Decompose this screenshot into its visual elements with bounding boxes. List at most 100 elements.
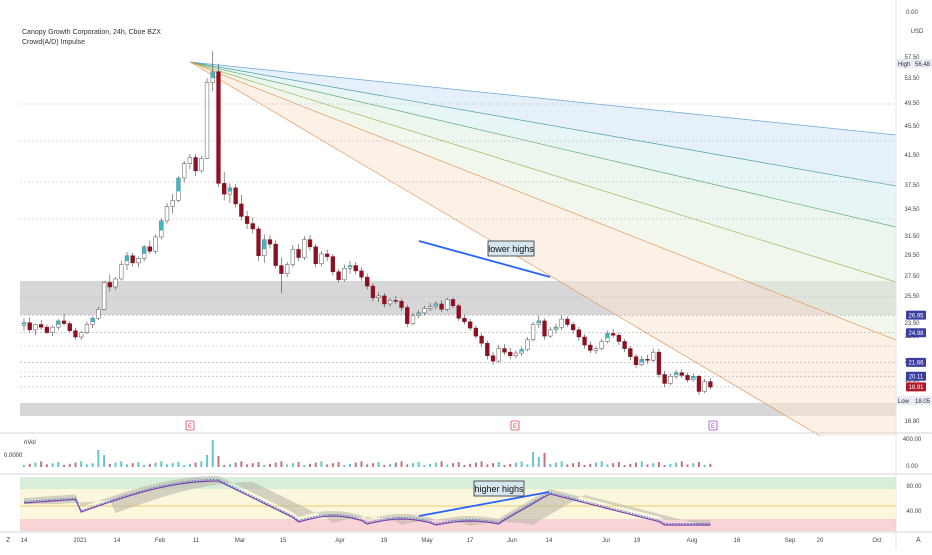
volume-bar: [337, 462, 340, 467]
svg-text:20.11: 20.11: [909, 374, 924, 380]
volume-bar: [80, 461, 83, 467]
candle: [319, 251, 324, 267]
price-tag: 21.66: [906, 357, 926, 367]
candle: [445, 297, 450, 312]
candle: [239, 194, 244, 220]
volume-bar: [343, 465, 346, 467]
candle: [576, 327, 581, 341]
volume-bar: [675, 462, 678, 467]
volume-bar: [457, 462, 460, 467]
volume-bar: [371, 463, 374, 467]
volume-bar: [246, 464, 249, 467]
price-tick: 23.50: [904, 321, 920, 327]
volume-bar: [497, 462, 500, 467]
volume-bar: [45, 464, 48, 467]
volume-bar: [600, 461, 603, 467]
candle: [273, 240, 278, 269]
volume-bar: [589, 463, 592, 467]
candle: [422, 305, 427, 316]
time-tick: 11: [193, 538, 200, 544]
volume-bar: [217, 456, 220, 467]
candle: [284, 261, 290, 278]
volume-bar: [34, 462, 37, 467]
candle: [668, 373, 673, 386]
volume-bar: [211, 440, 214, 467]
volume-bar: [612, 463, 615, 467]
candle: [490, 352, 496, 365]
candle: [313, 244, 318, 268]
earnings-marker: [185, 420, 195, 431]
volume-bar: [452, 463, 454, 467]
price-tick: 53.50: [904, 76, 920, 82]
candle: [427, 303, 433, 312]
volume-bar: [188, 463, 191, 467]
candle: [365, 273, 370, 290]
candle: [96, 306, 101, 321]
candle: [296, 244, 301, 262]
volume-bar: [251, 463, 254, 467]
volume-bar: [394, 462, 397, 467]
volume-bar: [206, 455, 209, 467]
candle: [330, 253, 336, 276]
lower-highs-label: lower highs: [488, 244, 534, 254]
volume-bar: [635, 462, 638, 467]
osc-tick: 80.00: [906, 484, 922, 490]
candle: [708, 378, 713, 390]
price-tick: 16.80: [904, 419, 920, 425]
volume-bar: [320, 461, 323, 467]
candle: [342, 264, 347, 282]
volume-bar: [566, 464, 569, 467]
time-axis[interactable]: 14 2021 14 Feb 11 Mar 15 Apr 19 May 17 Jun 14 Jul 19 Au…: [21, 538, 882, 544]
time-tick: 20: [817, 538, 824, 544]
candle: [479, 333, 484, 347]
volume-bar: [331, 463, 334, 467]
svg-text:High: High: [898, 62, 910, 68]
candle: [519, 346, 524, 356]
volume-bar: [663, 465, 666, 467]
candle: [433, 301, 438, 310]
volume-bar: [314, 462, 317, 467]
candle: [153, 234, 158, 254]
earnings-marker-label: E: [513, 424, 517, 430]
price-level-tags: 26.95 24.98 21.66 20.11 18.91: [906, 310, 926, 392]
candle: [548, 327, 553, 338]
candle: [307, 235, 313, 251]
volume-bar: [537, 457, 540, 467]
candle: [450, 297, 456, 309]
volume-bar: [143, 465, 146, 467]
gann-fan: [189, 61, 897, 437]
time-tick: 2021: [73, 538, 87, 544]
candle: [628, 345, 633, 361]
candle: [84, 321, 90, 335]
candle: [605, 330, 610, 344]
candle: [353, 261, 358, 275]
osc-line: [23, 480, 711, 526]
volume-bar: [617, 462, 620, 467]
volume-bar: [23, 465, 25, 467]
volume-bar: [709, 463, 712, 467]
svg-text:18.05: 18.05: [915, 399, 931, 405]
volume-bar: [91, 463, 94, 467]
auto-scale-icon[interactable]: A: [916, 537, 921, 544]
volume-bar: [120, 461, 123, 467]
time-tick: 17: [467, 538, 474, 544]
candle: [347, 261, 353, 274]
candle: [101, 280, 107, 311]
volume-bar: [103, 455, 106, 467]
candle: [222, 171, 227, 201]
volume-bar: [572, 463, 575, 467]
volume-bar: [85, 464, 88, 467]
indicator-label: Crowd(A/D) Impulse: [22, 39, 86, 46]
volume-bar: [646, 464, 649, 467]
event-markers[interactable]: E E E: [185, 420, 718, 431]
volume-bar: [286, 464, 289, 467]
earnings-marker: [510, 420, 520, 431]
candle: [204, 78, 210, 160]
volume-bar: [669, 463, 672, 467]
zoom-icon[interactable]: Z: [6, 537, 11, 544]
svg-text:18.91: 18.91: [908, 385, 924, 391]
candle: [673, 370, 679, 379]
candle: [119, 261, 124, 281]
